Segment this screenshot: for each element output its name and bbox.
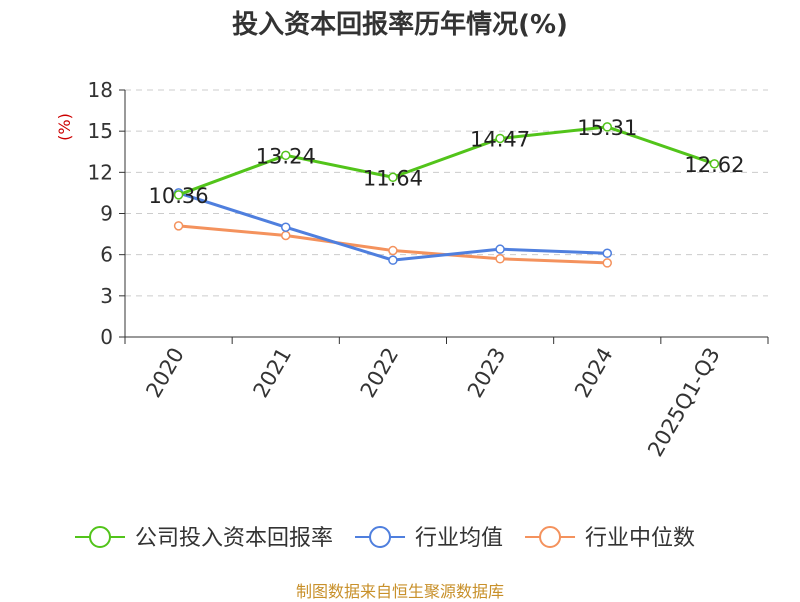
y-tick-label: 12 [88,160,113,184]
x-tick-label: 2020 [141,344,189,402]
source-note: 制图数据来自恒生聚源数据库 [295,582,504,601]
data-point [602,122,612,132]
data-point [709,159,720,169]
data-label: 10.36 [149,184,209,208]
data-point [602,258,612,268]
y-tick-label: 6 [100,243,113,267]
data-point [281,222,291,232]
data-point [495,133,505,144]
legend-label: 公司投入资本回报率 [135,526,333,551]
series-line [178,125,715,197]
legend: 公司投入资本回报率 行业均值 行业中位数 [75,526,695,551]
data-point [173,190,184,200]
x-tick-label: 2024 [570,344,618,402]
series-group [173,122,720,268]
data-point [281,230,291,241]
data-point [173,221,184,231]
axes: 0 3 6 9 12 15 18 2020 2021 2022 2023 2024 2025Q1-Q3 (… [55,78,769,461]
data-labels: 10.36 13.24 11.64 14.47 15.31 12.62 [149,116,745,208]
data-point [495,244,505,254]
legend-label: 行业均值 [415,526,503,551]
y-tick-label: 0 [100,325,113,349]
x-tick-label: 2022 [356,344,404,402]
x-tick-label: 2023 [463,344,511,402]
legend-marker [89,526,111,548]
y-axis-label: (%) [55,113,74,141]
data-label: 13.24 [256,144,316,168]
y-tick-label: 9 [100,202,113,226]
data-point [495,254,505,264]
data-point [281,150,291,161]
grid-lines [125,89,768,297]
data-point [602,248,612,259]
x-tick-label: 2021 [249,344,297,402]
data-label: 15.31 [577,116,637,140]
data-point [388,172,398,183]
data-label: 14.47 [470,127,530,151]
legend-marker [539,526,562,548]
x-tick-label: 2025Q1-Q3 [643,344,725,461]
y-tick-label: 3 [100,284,113,308]
y-tick-label: 15 [88,119,113,143]
data-point [388,245,398,256]
data-point [388,255,398,265]
legend-label: 行业中位数 [585,526,695,551]
legend-marker [369,526,392,548]
data-label: 11.64 [363,166,423,190]
data-label: 12.62 [684,153,744,177]
chart-title: 投入资本回报率历年情况(%) [232,10,568,40]
y-tick-label: 18 [88,78,113,102]
